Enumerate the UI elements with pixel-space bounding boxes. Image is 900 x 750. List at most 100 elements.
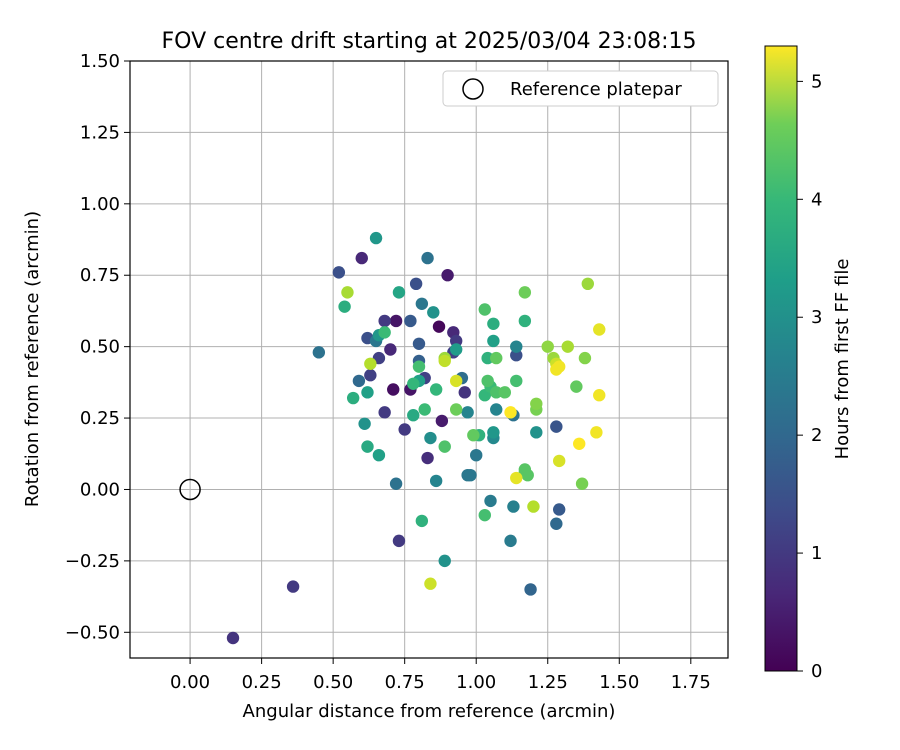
data-point — [398, 423, 411, 436]
data-point — [449, 334, 463, 348]
y-tick-label: 0.50 — [80, 337, 120, 358]
legend-box — [442, 70, 719, 107]
data-point — [312, 346, 326, 359]
data-point — [384, 343, 397, 356]
data-points — [226, 231, 606, 645]
data-point — [441, 269, 454, 282]
data-point — [593, 389, 606, 402]
x-tick-label: 0.75 — [385, 672, 425, 693]
data-point — [504, 406, 517, 419]
data-point — [487, 426, 500, 439]
data-point — [407, 409, 420, 422]
data-point — [361, 386, 374, 399]
colorbar-tick-label: 2 — [811, 425, 822, 446]
data-point — [470, 448, 483, 462]
data-point — [432, 320, 446, 333]
x-axis-ticks: 0.00 0.25 0.50 0.75 1.00 1.25 1.50 1.75 — [170, 658, 711, 693]
data-point — [387, 383, 400, 396]
colorbar-ticks: 0 1 2 3 4 5 — [797, 71, 822, 682]
data-point — [575, 477, 589, 490]
data-point — [561, 340, 574, 353]
data-point — [415, 297, 429, 310]
data-point — [593, 323, 606, 336]
data-point — [578, 351, 592, 365]
data-point — [378, 314, 391, 328]
colorbar: 0 1 2 3 4 5 Hours from first FF file — [764, 45, 853, 682]
data-point — [518, 286, 532, 299]
data-point — [552, 503, 566, 516]
x-tick-label: 1.00 — [456, 672, 496, 693]
data-point — [409, 277, 423, 291]
data-point — [286, 580, 300, 593]
data-point — [364, 369, 377, 382]
data-point — [464, 468, 477, 482]
data-point — [341, 286, 354, 299]
data-point — [438, 354, 451, 368]
data-point — [481, 374, 494, 388]
y-tick-label: −0.25 — [65, 551, 120, 572]
data-point — [407, 377, 420, 390]
grid-lines — [130, 60, 728, 658]
y-axis-ticks: −0.50 −0.25 0.00 0.25 0.50 0.75 1.00 1.25 1.50 — [65, 51, 130, 643]
colorbar-tick-label: 5 — [811, 71, 822, 92]
data-point — [346, 391, 360, 405]
data-point — [421, 251, 434, 265]
data-point — [352, 374, 366, 388]
data-point — [392, 286, 406, 299]
data-point — [412, 360, 426, 373]
data-point — [530, 397, 543, 410]
legend-label-reference: Reference platepar — [510, 79, 682, 100]
data-point — [449, 403, 463, 416]
plot-frame — [129, 60, 729, 659]
data-point — [435, 414, 449, 428]
data-point — [369, 231, 383, 245]
data-point — [490, 386, 503, 399]
y-tick-label: −0.50 — [65, 622, 120, 643]
data-point — [418, 403, 431, 416]
data-point — [550, 517, 563, 530]
y-tick-label: 0.25 — [80, 408, 120, 429]
colorbar-label: Hours from first FF file — [832, 259, 853, 460]
x-tick-label: 0.50 — [313, 672, 353, 693]
data-point — [481, 351, 494, 365]
data-point — [487, 317, 500, 330]
x-tick-label: 1.75 — [671, 672, 711, 693]
x-tick-label: 1.50 — [599, 672, 639, 693]
data-point — [361, 440, 374, 453]
data-point — [510, 374, 523, 388]
legend-marker-icon — [462, 78, 484, 100]
data-point — [510, 340, 523, 353]
data-point — [504, 534, 517, 548]
data-point — [490, 403, 503, 416]
data-point — [424, 431, 437, 445]
y-tick-label: 1.25 — [80, 122, 120, 143]
x-tick-label: 0.25 — [242, 672, 282, 693]
data-point — [541, 340, 554, 353]
data-point — [412, 337, 426, 350]
data-point — [490, 351, 503, 365]
y-tick-label: 1.00 — [80, 194, 120, 215]
data-point — [378, 406, 391, 419]
data-point — [424, 577, 437, 590]
data-point — [552, 360, 566, 373]
data-point — [389, 477, 403, 490]
data-point — [358, 417, 371, 430]
data-point — [427, 306, 440, 319]
data-point — [590, 426, 603, 439]
colorbar-tick-label: 3 — [811, 307, 822, 328]
data-point — [552, 454, 566, 468]
data-point — [573, 437, 586, 450]
data-point — [438, 440, 451, 453]
data-point — [510, 471, 523, 485]
data-point — [478, 303, 491, 316]
legend: Reference platepar — [442, 70, 719, 107]
data-point — [484, 494, 497, 508]
data-point — [226, 631, 240, 645]
colorbar-gradient — [764, 45, 798, 672]
data-point — [467, 428, 480, 442]
data-point — [438, 554, 451, 568]
x-axis-label: Angular distance from reference (arcmin) — [243, 701, 616, 722]
data-point — [510, 349, 523, 362]
data-point — [530, 426, 543, 439]
data-point — [421, 451, 434, 465]
